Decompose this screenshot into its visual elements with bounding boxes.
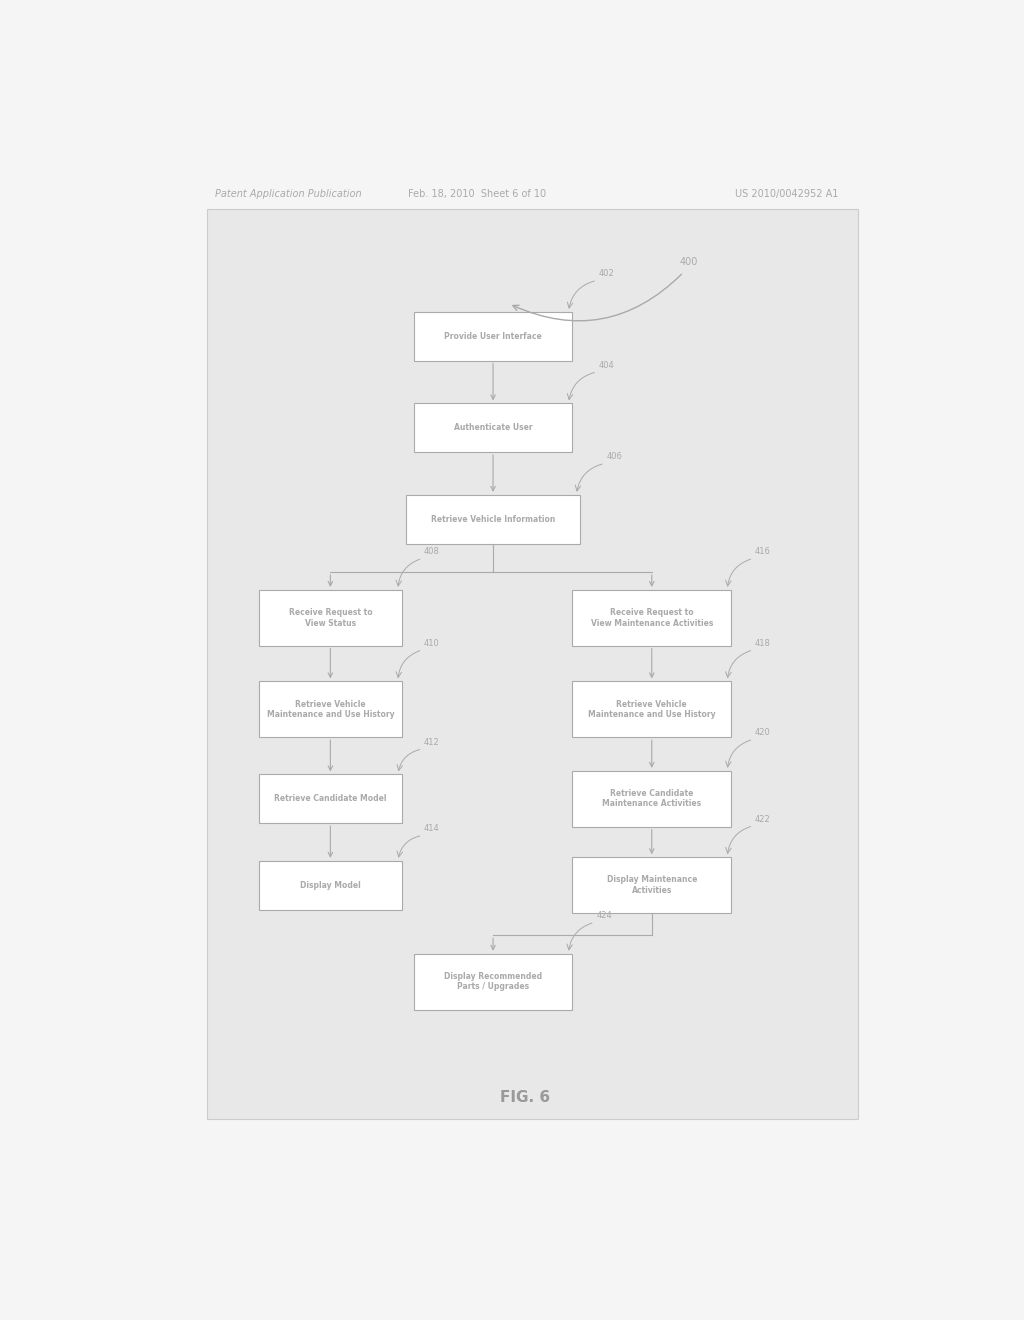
Text: Provide User Interface: Provide User Interface (444, 331, 542, 341)
Text: 408: 408 (424, 548, 440, 556)
Bar (406, 495, 581, 544)
Text: Retrieve Vehicle
Maintenance and Use History: Retrieve Vehicle Maintenance and Use His… (266, 700, 394, 719)
Text: Authenticate User: Authenticate User (454, 424, 532, 432)
Bar (207, 210, 858, 1119)
Text: 422: 422 (755, 814, 771, 824)
Text: Receive Request to
View Maintenance Activities: Receive Request to View Maintenance Acti… (591, 609, 713, 627)
Bar (572, 681, 731, 738)
Text: 400: 400 (680, 257, 698, 267)
Text: Receive Request to
View Status: Receive Request to View Status (289, 609, 372, 627)
Bar (414, 312, 572, 360)
Text: 414: 414 (424, 824, 439, 833)
Text: Retrieve Candidate
Maintenance Activities: Retrieve Candidate Maintenance Activitie… (602, 789, 701, 808)
Text: Retrieve Vehicle Information: Retrieve Vehicle Information (431, 515, 555, 524)
Text: 418: 418 (755, 639, 771, 648)
Text: Display Recommended
Parts / Upgrades: Display Recommended Parts / Upgrades (444, 972, 542, 991)
Bar (572, 590, 731, 645)
Bar (414, 954, 572, 1010)
Bar (572, 857, 731, 913)
Text: 404: 404 (599, 360, 614, 370)
Bar (259, 590, 401, 645)
Text: Display Model: Display Model (300, 880, 360, 890)
Text: FIG. 6: FIG. 6 (500, 1090, 550, 1105)
Text: 420: 420 (755, 729, 771, 738)
Text: US 2010/0042952 A1: US 2010/0042952 A1 (735, 189, 839, 199)
Text: Patent Application Publication: Patent Application Publication (215, 189, 361, 199)
Text: Retrieve Candidate Model: Retrieve Candidate Model (274, 795, 387, 804)
Text: 416: 416 (755, 548, 771, 556)
Text: 424: 424 (596, 911, 612, 920)
Text: Display Maintenance
Activities: Display Maintenance Activities (606, 875, 697, 895)
Text: Feb. 18, 2010  Sheet 6 of 10: Feb. 18, 2010 Sheet 6 of 10 (409, 189, 546, 199)
Bar (572, 771, 731, 826)
Bar (259, 681, 401, 738)
Bar (414, 404, 572, 453)
Text: 412: 412 (424, 738, 439, 747)
Text: 406: 406 (606, 453, 623, 461)
Text: 410: 410 (424, 639, 439, 648)
Bar (259, 775, 401, 824)
Bar (259, 861, 401, 909)
Text: 402: 402 (599, 269, 614, 279)
Text: Retrieve Vehicle
Maintenance and Use History: Retrieve Vehicle Maintenance and Use His… (588, 700, 716, 719)
